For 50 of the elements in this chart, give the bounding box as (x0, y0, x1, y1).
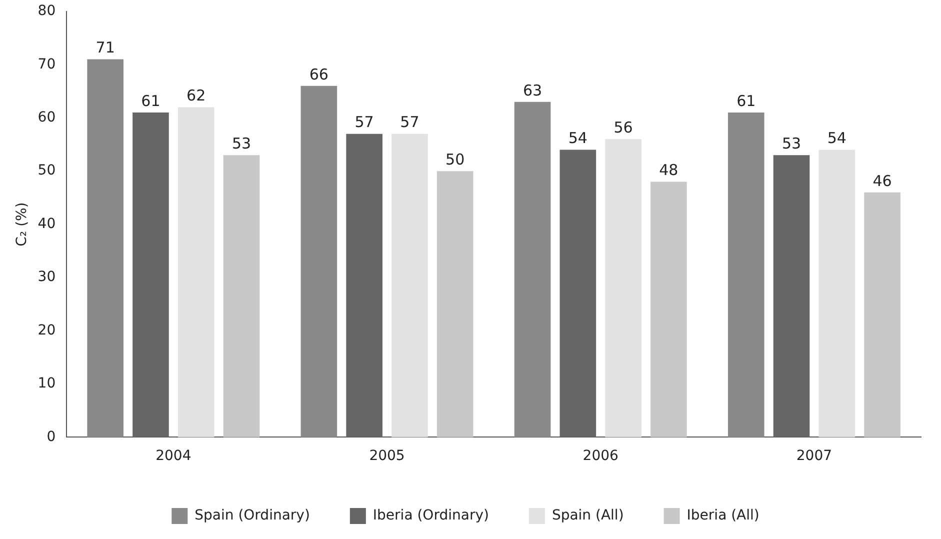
data-label: 61 (141, 92, 160, 110)
bar (300, 86, 338, 438)
bar (392, 134, 428, 438)
x-tick-label: 2004 (156, 448, 192, 464)
bar (605, 139, 642, 438)
bar (514, 102, 551, 438)
legend-label: Spain (Ordinary) (194, 508, 310, 524)
y-tick-label: 70 (38, 56, 56, 72)
data-label: 54 (827, 129, 846, 148)
legend-label: Spain (All) (552, 508, 624, 524)
bar (773, 155, 810, 438)
y-tick-label: 80 (38, 3, 56, 20)
y-tick-label: 30 (38, 269, 56, 286)
bar (178, 107, 214, 438)
bar (346, 134, 382, 438)
legend-label: Iberia (Ordinary) (372, 508, 489, 524)
data-label: 50 (446, 150, 465, 168)
bar (650, 182, 687, 438)
bar (560, 150, 596, 438)
data-label: 53 (782, 134, 802, 152)
data-label: 63 (522, 81, 542, 100)
bar (728, 112, 764, 438)
bar (87, 59, 124, 438)
y-tick-label: 10 (38, 376, 56, 392)
bar (223, 155, 260, 438)
data-label: 56 (614, 118, 633, 137)
y-tick-label: 60 (38, 109, 56, 126)
legend-label: Iberia (All) (686, 508, 760, 524)
bar (864, 192, 900, 438)
y-tick-label: 0 (46, 428, 56, 445)
x-tick-label: 2007 (796, 448, 832, 464)
data-label: 54 (568, 129, 588, 148)
x-tick-label: 2005 (369, 448, 405, 464)
data-label: 53 (232, 134, 252, 152)
data-label: 61 (736, 92, 756, 110)
data-label: 57 (400, 113, 420, 132)
data-label: 62 (186, 86, 206, 105)
bar (436, 171, 474, 438)
y-tick-label: 20 (38, 322, 56, 338)
y-axis-title: C₂ (%) (14, 202, 30, 246)
bar (132, 112, 169, 438)
data-label: 46 (872, 172, 892, 190)
y-tick-label: 50 (38, 162, 56, 179)
x-tick-label: 2006 (582, 448, 619, 464)
data-label: 48 (659, 161, 678, 180)
data-label: 71 (96, 38, 115, 57)
bar (818, 150, 856, 438)
y-tick-label: 40 (38, 216, 56, 232)
data-label: 66 (309, 65, 328, 84)
data-label: 57 (354, 113, 374, 132)
